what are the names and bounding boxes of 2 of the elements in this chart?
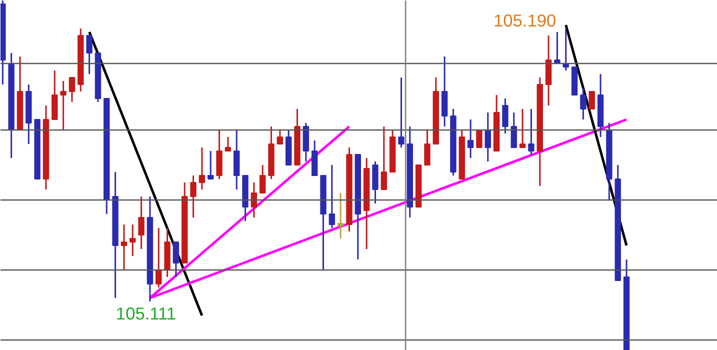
annotation: 105.190 [494, 10, 556, 30]
annotation: 105.111 [116, 304, 176, 324]
